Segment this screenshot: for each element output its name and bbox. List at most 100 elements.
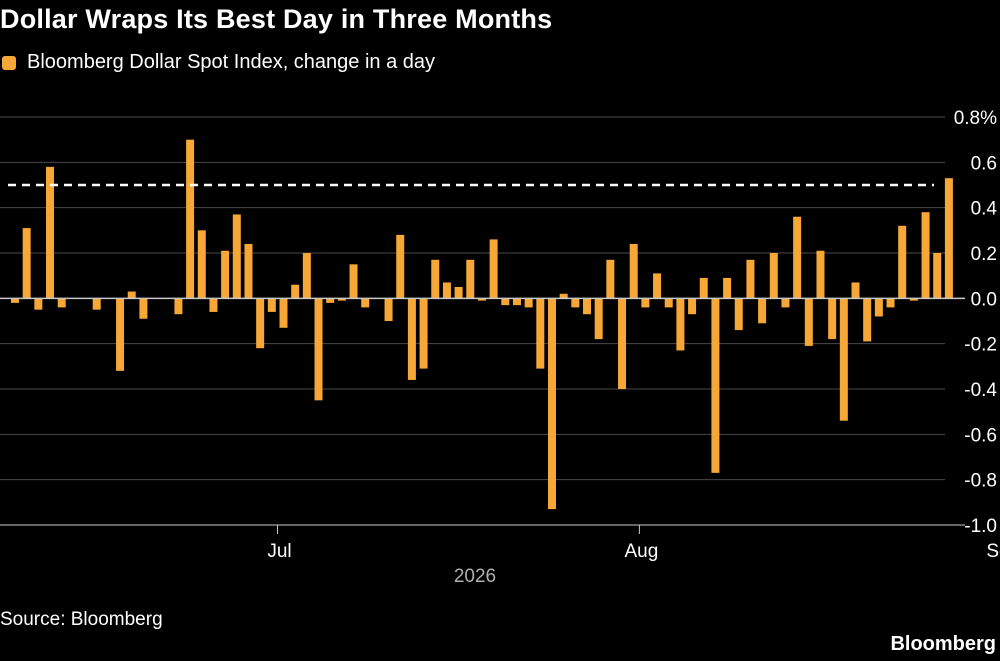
legend-swatch <box>2 55 16 70</box>
legend-label: Bloomberg Dollar Spot Index, change in a… <box>27 51 436 73</box>
bar <box>34 298 43 310</box>
bar <box>769 253 778 299</box>
bar <box>454 287 463 299</box>
bar <box>11 298 19 303</box>
y-tick-label: 0.2 <box>971 244 997 265</box>
y-tick-label: -0.4 <box>964 380 997 401</box>
bar <box>921 212 930 299</box>
bar <box>477 298 486 301</box>
bar <box>804 298 813 346</box>
bar <box>874 298 883 317</box>
bar <box>699 277 708 299</box>
bar <box>746 259 755 299</box>
bar <box>57 298 66 308</box>
source-note: Source: Bloomberg <box>0 609 163 630</box>
bar <box>419 298 428 369</box>
bar <box>326 298 335 303</box>
bar <box>793 216 802 299</box>
chart-title: Dollar Wraps Its Best Day in Three Month… <box>0 4 553 34</box>
bar <box>734 298 743 331</box>
bar <box>559 293 568 299</box>
bar <box>676 298 685 351</box>
bar <box>221 250 230 299</box>
y-tick-label: -0.6 <box>964 425 997 446</box>
legend: Bloomberg Dollar Spot Index, change in a… <box>2 51 435 74</box>
bar <box>886 298 895 308</box>
bar <box>244 243 253 299</box>
bar <box>909 298 918 301</box>
bar <box>256 298 265 349</box>
bar <box>571 298 580 308</box>
bar <box>279 298 288 328</box>
axis-labels: 0.8% 0.6 0.4 0.2 0.0 -0.2 -0.4 -0.6 -0.8 -1.0 Jul A… <box>267 108 1000 587</box>
bar <box>116 298 125 371</box>
bar <box>302 253 311 299</box>
y-tick-label: -0.2 <box>964 335 997 356</box>
bar <box>828 298 837 340</box>
bar <box>933 253 942 299</box>
bar <box>641 298 650 308</box>
bar <box>46 166 55 299</box>
y-tick-label: 0.6 <box>971 153 997 174</box>
y-tick-label: 0.0 <box>971 289 997 310</box>
bar <box>851 282 860 299</box>
y-tick-label: -0.8 <box>964 471 997 492</box>
bar <box>384 298 393 321</box>
bar <box>337 298 346 301</box>
bar <box>361 298 370 308</box>
bar <box>209 298 218 312</box>
y-tick-label: 0.4 <box>971 199 998 220</box>
bar <box>629 243 638 299</box>
bar <box>501 298 510 306</box>
bar <box>407 298 416 380</box>
bar <box>688 298 697 315</box>
bar <box>594 298 603 340</box>
x-tick-label: Sep <box>986 541 1000 562</box>
bar <box>396 234 405 299</box>
bar <box>583 298 592 315</box>
bar <box>349 264 358 299</box>
bar <box>723 277 732 299</box>
bar <box>442 282 451 299</box>
x-tick-label: Aug <box>624 541 658 562</box>
bar <box>758 298 767 324</box>
bar <box>816 250 825 299</box>
bar <box>174 298 183 315</box>
bar <box>127 291 136 299</box>
bar <box>944 178 953 299</box>
bar <box>664 298 673 308</box>
bars <box>11 139 953 510</box>
bar <box>711 298 720 473</box>
bar <box>618 298 627 389</box>
bar <box>232 214 241 299</box>
bar <box>197 230 206 299</box>
bar <box>839 298 848 421</box>
bar <box>536 298 545 369</box>
x-year-label: 2026 <box>454 566 496 587</box>
bar <box>139 298 148 319</box>
bar <box>22 228 31 299</box>
bar <box>489 239 498 299</box>
bar <box>92 298 101 310</box>
y-tick-label: -1.0 <box>964 516 997 537</box>
bar <box>291 284 300 299</box>
bloomberg-logo: Bloomberg <box>890 633 996 655</box>
bar <box>606 259 615 299</box>
bar <box>898 225 907 299</box>
bar <box>186 139 195 299</box>
bar <box>524 298 533 308</box>
bar <box>466 259 475 299</box>
bar <box>863 298 872 342</box>
bar <box>431 259 440 299</box>
bar <box>781 298 790 308</box>
gridlines <box>0 116 945 526</box>
bar <box>512 298 521 306</box>
bar <box>547 298 556 510</box>
y-tick-label: 0.8% <box>954 108 997 129</box>
bar <box>267 298 276 312</box>
bar <box>314 298 323 401</box>
axes <box>0 183 965 534</box>
x-tick-label: Jul <box>267 541 291 562</box>
bar <box>653 273 662 299</box>
